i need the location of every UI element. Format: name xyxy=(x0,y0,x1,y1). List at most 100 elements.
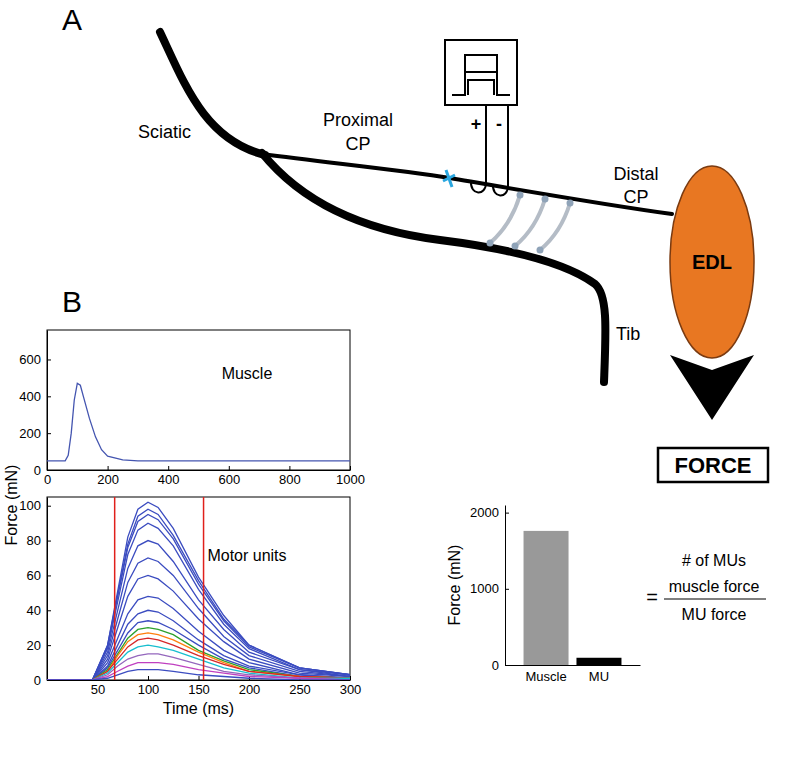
ligature xyxy=(443,170,455,187)
panel-label: B xyxy=(62,285,82,318)
formula: # of MUs=muscle forceMU force xyxy=(646,552,766,623)
plot-title: Motor units xyxy=(207,547,286,564)
electrode xyxy=(493,105,508,196)
tick-label: Muscle xyxy=(525,669,566,684)
tick-label: 0 xyxy=(34,463,41,478)
line-chart: 50 100 150 200 250 300 0 20 40 60 80 100 Motor units… xyxy=(19,497,361,717)
nerve-label: Proximal xyxy=(323,110,393,130)
tick-mark xyxy=(505,589,509,590)
tick: 400 xyxy=(158,466,180,487)
connection-end xyxy=(487,240,494,247)
tick: 0 xyxy=(492,658,509,673)
y-axis-line xyxy=(47,498,48,681)
nerve-label: CP xyxy=(623,187,648,207)
connection-end xyxy=(512,243,519,250)
series-line xyxy=(47,645,350,680)
tick: 600 xyxy=(218,466,240,487)
tick-mark xyxy=(229,466,230,470)
y-axis: 010002000 xyxy=(470,505,509,672)
tick-label: 100 xyxy=(138,682,160,697)
tick: 2000 xyxy=(470,505,509,520)
nerve-connection xyxy=(490,195,520,243)
bar-chart: MuscleMU010002000Force (mN)# of MUs=musc… xyxy=(446,505,766,684)
x-axis-line xyxy=(48,470,351,471)
tick-label: 80 xyxy=(27,533,41,548)
series-line xyxy=(47,541,350,680)
tick-label: 600 xyxy=(218,472,240,487)
tick-label: 100 xyxy=(19,498,41,513)
tick-mark xyxy=(148,676,149,680)
series-line xyxy=(47,628,350,680)
tick-label: 0 xyxy=(492,658,499,673)
tick-mark xyxy=(350,676,351,680)
y-axis-line xyxy=(505,506,506,666)
tick-label: 200 xyxy=(19,426,41,441)
fraction-bar xyxy=(664,598,766,599)
electrode xyxy=(471,105,486,193)
tick: 150 xyxy=(188,676,210,697)
force-box xyxy=(658,448,768,482)
tick-label: 50 xyxy=(91,682,105,697)
nerve-label: Sciatic xyxy=(138,122,191,142)
tick-label: 400 xyxy=(158,472,180,487)
polarity-label: + xyxy=(471,114,482,134)
tick-mark xyxy=(47,610,51,611)
tick-mark xyxy=(199,676,200,680)
tick: MU xyxy=(589,665,609,684)
tick-label: 600 xyxy=(19,352,41,367)
plot-frame xyxy=(47,497,350,680)
background xyxy=(0,0,800,770)
tick: 0 xyxy=(34,673,51,688)
tick-label: MU xyxy=(589,669,609,684)
window-line xyxy=(114,497,116,680)
cp-nerve xyxy=(262,154,672,214)
series-line xyxy=(47,383,350,460)
tick: 60 xyxy=(27,568,51,583)
tick-mark xyxy=(47,359,51,360)
plot-frame xyxy=(47,330,350,470)
tick-mark xyxy=(289,466,290,470)
series-line xyxy=(47,514,350,680)
pulse-icon xyxy=(468,80,494,95)
tick-mark xyxy=(47,470,51,471)
formula-text: MU force xyxy=(682,606,747,623)
polarity-label: - xyxy=(496,114,502,134)
tick-label: 300 xyxy=(340,682,362,697)
bar xyxy=(524,531,569,665)
bar xyxy=(576,658,621,665)
tick: 1000 xyxy=(336,466,365,487)
plot-area xyxy=(524,531,622,665)
series-line xyxy=(47,633,350,680)
muscle-label: EDL xyxy=(692,251,732,273)
tick-label: 150 xyxy=(188,682,210,697)
x-axis-title: Time (ms) xyxy=(163,700,234,717)
tick-label: 250 xyxy=(289,682,311,697)
panel-b: B020040060080010000200400600Muscle501001… xyxy=(3,285,766,717)
x-axis-line xyxy=(48,680,351,681)
figure: A+-EDLFORCESciaticProximalCPDistalCPTibB… xyxy=(0,0,800,770)
nerve-label: Distal xyxy=(613,164,658,184)
nerve-connection xyxy=(515,199,545,246)
series-line xyxy=(47,663,350,680)
line-chart: 020040060080010000200400600Muscle xyxy=(19,330,365,487)
formula-text: = xyxy=(646,586,658,608)
tick: Muscle xyxy=(525,665,566,684)
tick: 40 xyxy=(27,603,51,618)
x-axis-line xyxy=(506,665,641,666)
force-label: FORCE xyxy=(675,453,752,478)
series-line xyxy=(47,621,350,680)
force-arrow xyxy=(670,355,754,420)
tick-label: 1000 xyxy=(336,472,365,487)
series-line xyxy=(47,558,350,680)
tick-mark xyxy=(47,433,51,434)
series-line xyxy=(47,575,350,680)
tick-label: 200 xyxy=(239,682,261,697)
tick-label: 20 xyxy=(27,638,41,653)
figure-svg: A+-EDLFORCESciaticProximalCPDistalCPTibB… xyxy=(0,0,800,770)
tick-label: 60 xyxy=(27,568,41,583)
tick: 0 xyxy=(34,463,51,478)
connection-end xyxy=(542,196,549,203)
tick: 600 xyxy=(19,352,51,367)
series-line xyxy=(47,610,350,680)
connection-end xyxy=(537,247,544,254)
